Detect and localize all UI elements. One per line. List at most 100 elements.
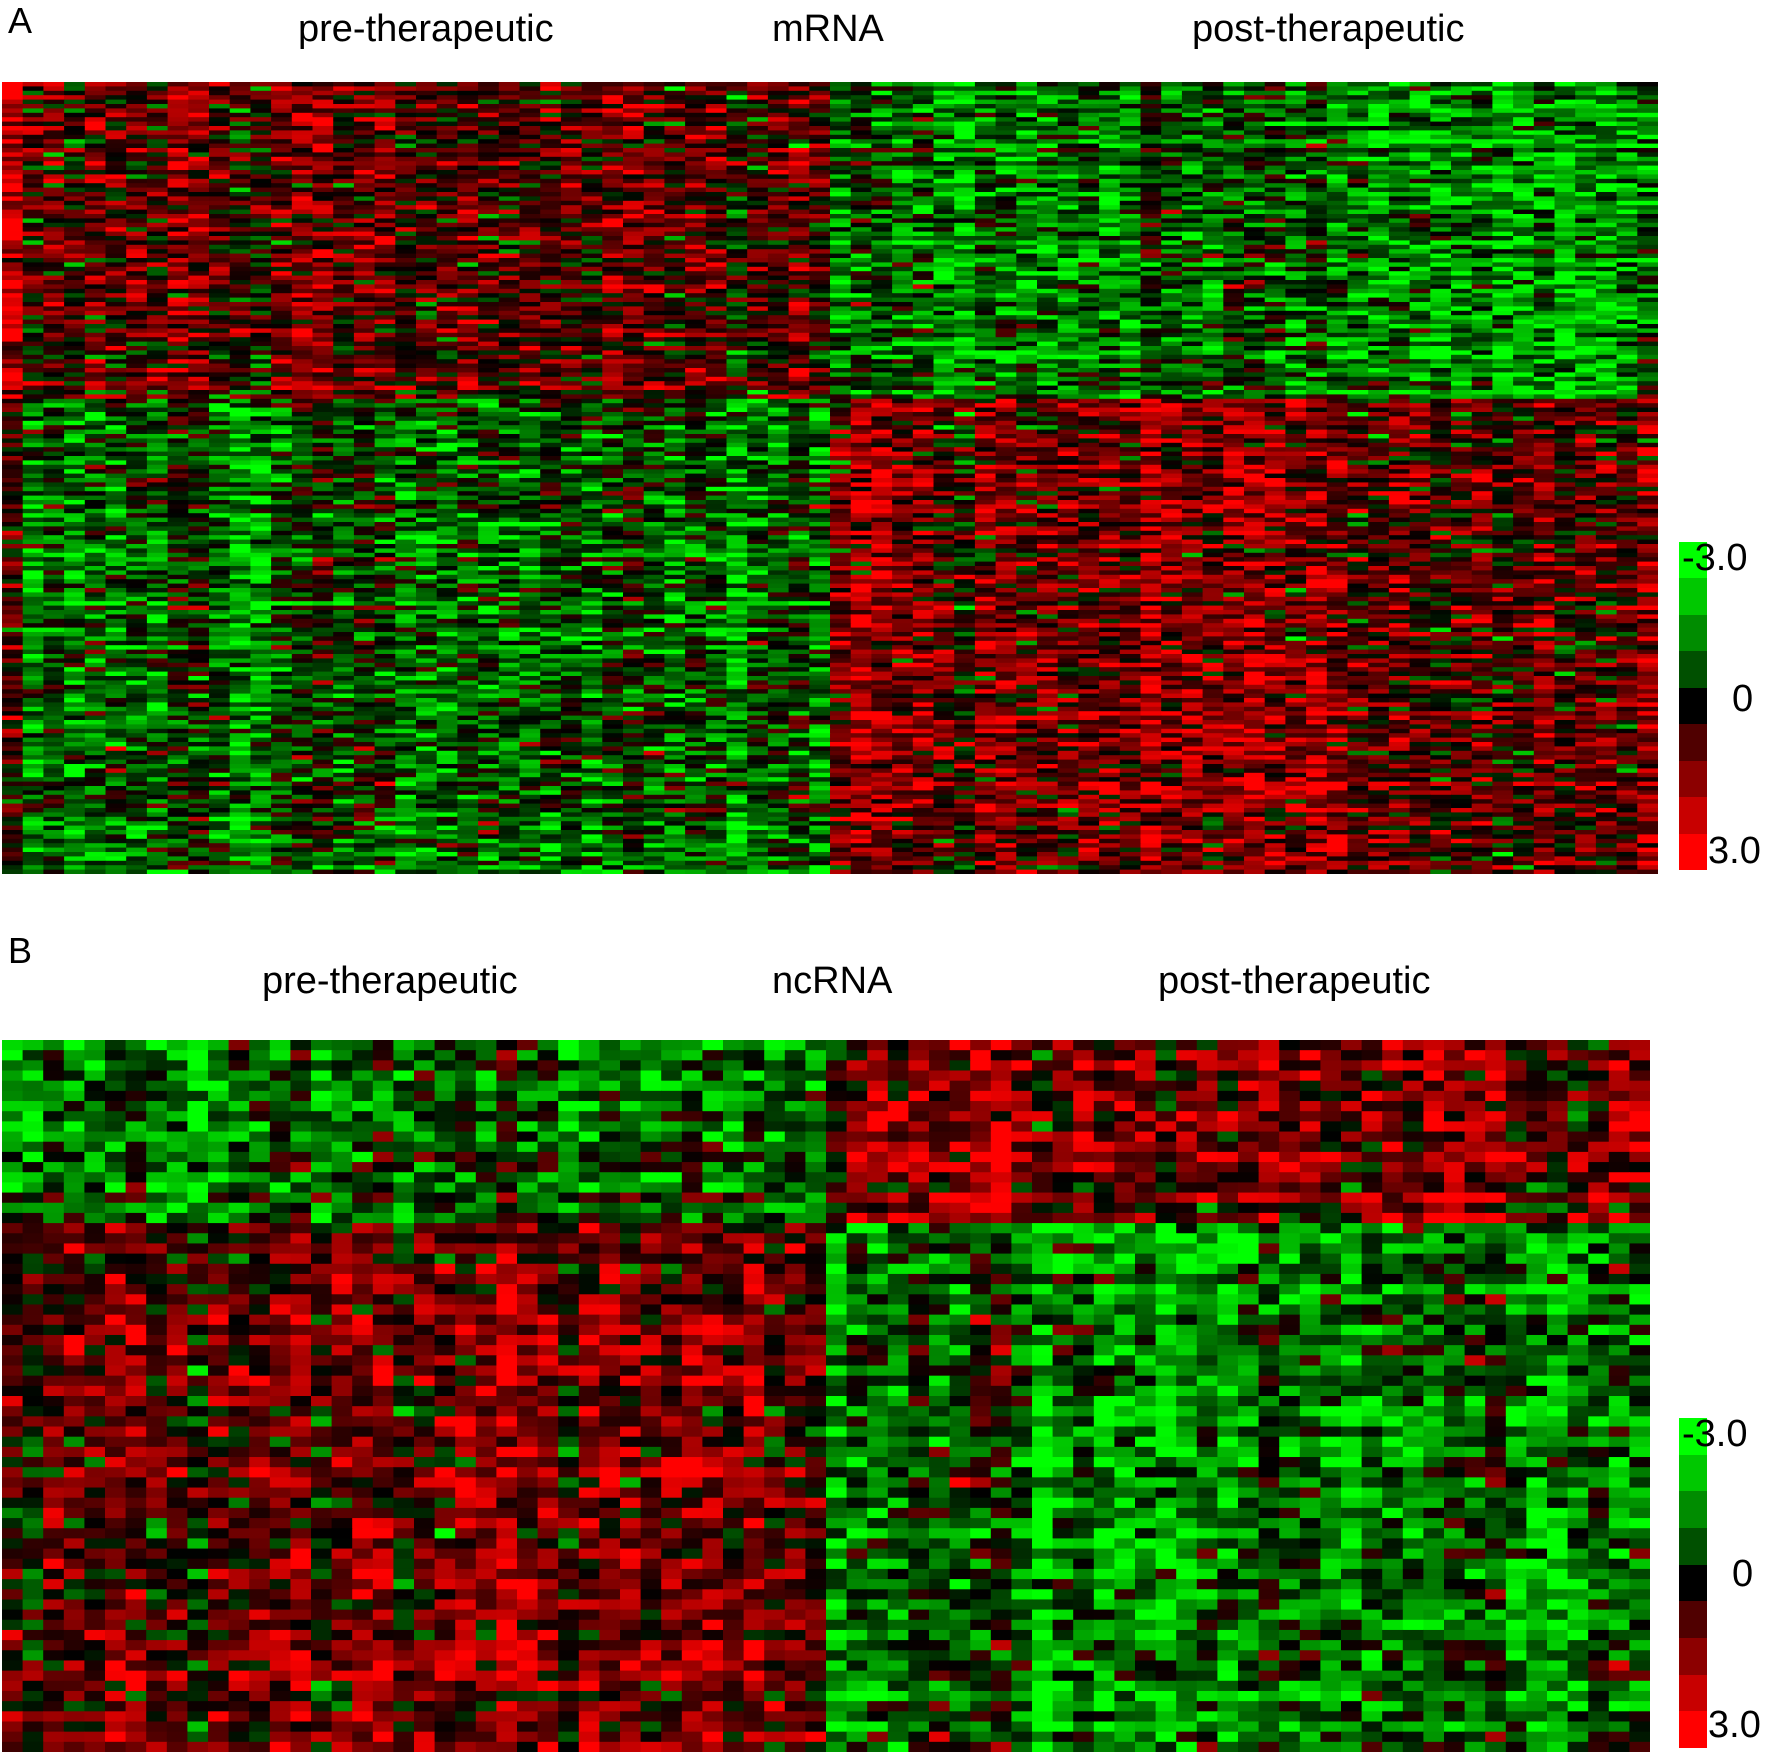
panel-a-heatmap-cell xyxy=(1451,152,1473,158)
panel-a-heatmap-cell xyxy=(809,236,831,241)
panel-a-heatmap-cell xyxy=(2,178,24,184)
panel-a-heatmap-cell xyxy=(1285,253,1307,259)
panel-a-heatmap-cell xyxy=(436,99,458,105)
panel-a-heatmap-cell xyxy=(457,99,479,105)
panel-a-heatmap-cell xyxy=(747,200,769,206)
panel-a-heatmap-cell xyxy=(416,156,438,162)
panel-a-heatmap-cell xyxy=(767,205,790,211)
panel-a-heatmap-cell xyxy=(1513,350,1535,356)
panel-a-heatmap-cell xyxy=(353,90,376,96)
panel-a-heatmap-cell xyxy=(1471,112,1493,118)
panel-a-heatmap-cell xyxy=(64,156,86,162)
panel-a-heatmap-cell xyxy=(271,271,293,277)
panel-a-heatmap-cell xyxy=(1451,86,1473,92)
panel-a-heatmap-cell xyxy=(146,315,169,321)
panel-a-heatmap-cell xyxy=(1016,108,1038,114)
panel-a-heatmap-cell xyxy=(291,90,314,96)
panel-a-heatmap-cell xyxy=(188,222,210,228)
panel-a-heatmap-cell xyxy=(1181,82,1204,87)
panel-a-heatmap-cell xyxy=(1016,297,1038,303)
panel-a-heatmap-cell xyxy=(1285,183,1307,189)
panel-a-heatmap-cell xyxy=(1368,152,1390,158)
panel-a-heatmap-cell xyxy=(333,319,355,325)
panel-a-heatmap-cell xyxy=(374,319,396,325)
panel-a-heatmap-cell xyxy=(685,130,707,136)
panel-a-heatmap-cell xyxy=(1368,174,1390,180)
panel-a-heatmap-cell xyxy=(1161,350,1183,356)
panel-a-heatmap-cell xyxy=(871,126,893,131)
panel-a-heatmap-cell xyxy=(167,253,189,259)
panel-a-heatmap-cell xyxy=(623,192,645,197)
panel-a-heatmap-cell xyxy=(64,341,86,347)
panel-a-heatmap-cell xyxy=(2,284,24,290)
panel-a-heatmap-cell xyxy=(209,86,231,92)
panel-a-heatmap-cell xyxy=(457,117,479,123)
panel-a-heatmap-cell xyxy=(22,139,44,145)
panel-a-heatmap-cell xyxy=(623,222,645,228)
panel-a-heatmap-cell xyxy=(478,117,500,123)
panel-a-heatmap-cell xyxy=(374,328,396,334)
panel-a-heatmap-cell xyxy=(374,196,396,202)
panel-a-heatmap-cell xyxy=(498,354,521,360)
panel-a-heatmap-cell xyxy=(43,205,65,211)
panel-a-heatmap-cell xyxy=(1471,209,1493,215)
panel-a-heatmap-cell xyxy=(519,178,541,184)
panel-a-heatmap-cell xyxy=(1409,315,1431,321)
panel-a-heatmap-cell xyxy=(1223,90,1245,96)
panel-a-heatmap-cell xyxy=(43,192,65,197)
panel-a-heatmap-cell xyxy=(1368,280,1390,285)
panel-a-heatmap-cell xyxy=(1326,134,1349,140)
panel-a-heatmap-cell xyxy=(1616,214,1638,219)
panel-a-heatmap-cell xyxy=(1575,156,1597,162)
panel-a-heatmap-cell xyxy=(167,302,189,307)
panel-a-heatmap-cell xyxy=(1513,104,1535,109)
panel-a-heatmap-cell xyxy=(892,231,914,237)
panel-a-heatmap-cell xyxy=(602,174,624,180)
panel-a-heatmap-cell xyxy=(1575,152,1597,158)
panel-a-heatmap-cell xyxy=(2,240,24,246)
panel-a-heatmap-cell xyxy=(1264,108,1286,114)
panel-a-heatmap-cell xyxy=(726,244,748,250)
panel-a-heatmap-cell xyxy=(1575,82,1597,87)
panel-a-heatmap-cell xyxy=(43,310,65,316)
panel-a-heatmap-cell xyxy=(1202,297,1224,303)
panel-a-heatmap-cell xyxy=(1161,240,1183,246)
panel-a-heatmap-cell xyxy=(1409,143,1431,149)
panel-a-heatmap-cell xyxy=(478,332,500,338)
panel-a-heatmap-cell xyxy=(540,288,562,294)
panel-a-heatmap-cell xyxy=(64,249,86,255)
panel-a-heatmap-cell xyxy=(664,126,686,131)
panel-a-heatmap-cell xyxy=(84,148,107,153)
panel-a-heatmap-cell xyxy=(850,341,872,347)
panel-a-heatmap-cell xyxy=(1513,284,1535,290)
panel-a-heatmap-cell xyxy=(664,134,686,140)
panel-a-heatmap-cell xyxy=(540,196,562,202)
panel-a-heatmap-cell xyxy=(581,328,603,334)
panel-a-heatmap-cell xyxy=(788,288,810,294)
panel-a-heatmap-cell xyxy=(1140,271,1162,277)
panel-a-heatmap-cell xyxy=(1016,170,1038,175)
panel-a-heatmap-cell xyxy=(1368,306,1390,312)
panel-a-heatmap-cell xyxy=(850,152,872,158)
panel-a-heatmap-cell xyxy=(623,108,645,114)
panel-a-heatmap-cell xyxy=(560,200,583,206)
panel-a-heatmap-cell xyxy=(747,222,769,228)
panel-a-heatmap-cell xyxy=(685,108,707,114)
panel-a-heatmap-cell xyxy=(1533,95,1556,101)
panel-a-heatmap-cell xyxy=(1181,271,1204,277)
panel-a-heatmap-cell xyxy=(933,280,955,285)
panel-a-heatmap-cell xyxy=(747,262,769,268)
panel-a-heatmap-cell xyxy=(291,275,314,281)
panel-a-heatmap-cell xyxy=(1037,99,1059,105)
panel-a-heatmap-cell xyxy=(1368,302,1390,307)
panel-a-heatmap-cell xyxy=(560,82,583,87)
panel-a-heatmap-cell xyxy=(126,354,148,360)
panel-a-heatmap-cell xyxy=(1492,139,1514,145)
panel-a-heatmap-cell xyxy=(84,139,107,145)
panel-a-heatmap-cell xyxy=(871,315,893,321)
panel-a-heatmap-cell xyxy=(623,249,645,255)
panel-a-heatmap-cell xyxy=(1078,192,1100,197)
panel-a-heatmap-cell xyxy=(84,205,107,211)
panel-a-heatmap-cell xyxy=(1057,306,1079,312)
panel-a-heatmap-cell xyxy=(1244,315,1266,321)
